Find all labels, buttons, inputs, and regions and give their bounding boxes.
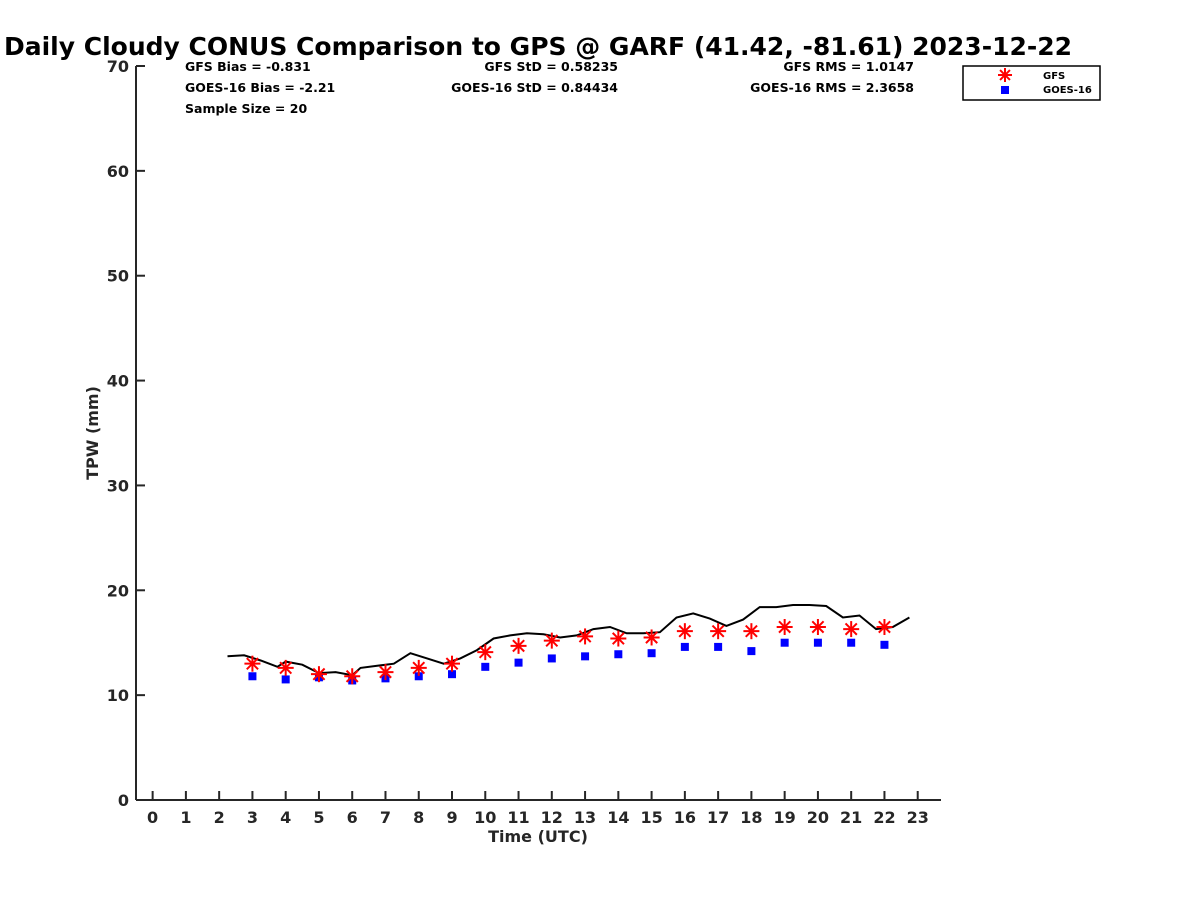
y-tick-label: 0 — [118, 791, 129, 810]
gps-series-line — [227, 604, 910, 677]
x-tick-label: 2 — [214, 808, 225, 827]
goes-point — [780, 638, 789, 647]
y-tick-label: 30 — [107, 476, 129, 495]
legend-goes-marker — [1001, 86, 1009, 94]
gfs-point — [643, 629, 660, 646]
x-axis-label: Time (UTC) — [488, 827, 588, 846]
goes-point — [813, 638, 822, 647]
x-tick-label: 20 — [807, 808, 829, 827]
goes-rms-text: GOES-16 RMS = 2.3658 — [750, 80, 914, 95]
axes: 0 1 2 3 4 5 6 7 8 9 10 11 12 13 14 15 16 17 18 19 20 21 22 2301… — [107, 57, 941, 827]
goes-point — [747, 647, 756, 656]
y-tick-label: 50 — [107, 267, 129, 286]
x-tick-label: 21 — [840, 808, 862, 827]
legend-gfs-label: GFS — [1043, 71, 1065, 82]
x-tick-label: 15 — [640, 808, 662, 827]
goes-point — [248, 672, 257, 681]
gfs-point — [444, 655, 461, 672]
gfs-point — [743, 623, 760, 640]
x-tick-label: 6 — [347, 808, 358, 827]
x-tick-label: 19 — [774, 808, 796, 827]
gfs-rms-text: GFS RMS = 1.0147 — [783, 59, 914, 74]
x-tick-label: 16 — [674, 808, 696, 827]
legend-gfs-marker — [998, 68, 1012, 82]
goes-point — [880, 640, 889, 649]
x-tick-label: 14 — [607, 808, 629, 827]
gfs-point — [710, 623, 727, 640]
x-tick-label: 23 — [907, 808, 929, 827]
gfs-point — [244, 655, 261, 672]
y-tick-label: 10 — [107, 686, 129, 705]
gfs-std-text: GFS StD = 0.58235 — [484, 59, 618, 74]
goes-point — [281, 675, 290, 684]
gfs-point — [543, 632, 560, 649]
y-tick-label: 60 — [107, 162, 129, 181]
y-tick-label: 70 — [107, 57, 129, 76]
gfs-point — [577, 628, 594, 645]
gfs-point — [676, 623, 693, 640]
goes-point — [448, 670, 457, 679]
y-tick-label: 20 — [107, 581, 129, 600]
gfs-point — [277, 659, 294, 676]
gfs-point — [344, 668, 361, 685]
x-tick-label: 1 — [180, 808, 191, 827]
gfs-point — [510, 637, 527, 654]
gfs-point — [310, 666, 327, 683]
goes-point — [514, 658, 523, 667]
gfs-point — [410, 659, 427, 676]
x-tick-label: 22 — [873, 808, 895, 827]
goes-point — [547, 654, 556, 663]
legend-gfs-asterisk — [998, 68, 1012, 82]
goes-point — [647, 649, 656, 658]
x-tick-label: 17 — [707, 808, 729, 827]
x-tick-label: 8 — [413, 808, 424, 827]
x-tick-label: 13 — [574, 808, 596, 827]
goes-point — [481, 662, 490, 671]
x-tick-label: 11 — [507, 808, 529, 827]
goes-point — [680, 642, 689, 651]
legend: GFS GOES-16 — [962, 65, 1101, 101]
x-tick-label: 18 — [740, 808, 762, 827]
goes-bias-text: GOES-16 Bias = -2.21 — [185, 80, 335, 95]
goes-point — [847, 638, 856, 647]
gfs-point — [776, 618, 793, 635]
gfs-point — [610, 630, 627, 647]
plot-area — [227, 604, 910, 685]
legend-box — [962, 65, 1101, 101]
x-tick-label: 7 — [380, 808, 391, 827]
x-tick-label: 0 — [147, 808, 158, 827]
legend-goes-label: GOES-16 — [1043, 85, 1092, 96]
x-tick-label: 5 — [313, 808, 324, 827]
y-axis-label: TPW (mm) — [83, 386, 102, 480]
gfs-point — [809, 618, 826, 635]
gfs-bias-text: GFS Bias = -0.831 — [185, 59, 311, 74]
gfs-point — [477, 644, 494, 661]
x-tick-label: 4 — [280, 808, 291, 827]
y-tick-label: 40 — [107, 372, 129, 391]
x-tick-label: 10 — [474, 808, 496, 827]
x-tick-label: 3 — [247, 808, 258, 827]
goes-point — [714, 642, 723, 651]
gfs-point — [843, 621, 860, 638]
gfs-point — [876, 618, 893, 635]
goes-point — [414, 672, 423, 681]
gfs-point — [377, 664, 394, 681]
goes-point — [614, 650, 623, 659]
chart-title: Daily Cloudy CONUS Comparison to GPS @ G… — [4, 32, 1072, 61]
goes-std-text: GOES-16 StD = 0.84434 — [451, 80, 618, 95]
x-tick-label: 9 — [446, 808, 457, 827]
goes-point — [581, 652, 590, 661]
stats-block: GFS Bias = -0.831 GOES-16 Bias = -2.21 S… — [185, 59, 914, 116]
sample-size-text: Sample Size = 20 — [185, 101, 307, 116]
x-tick-label: 12 — [541, 808, 563, 827]
